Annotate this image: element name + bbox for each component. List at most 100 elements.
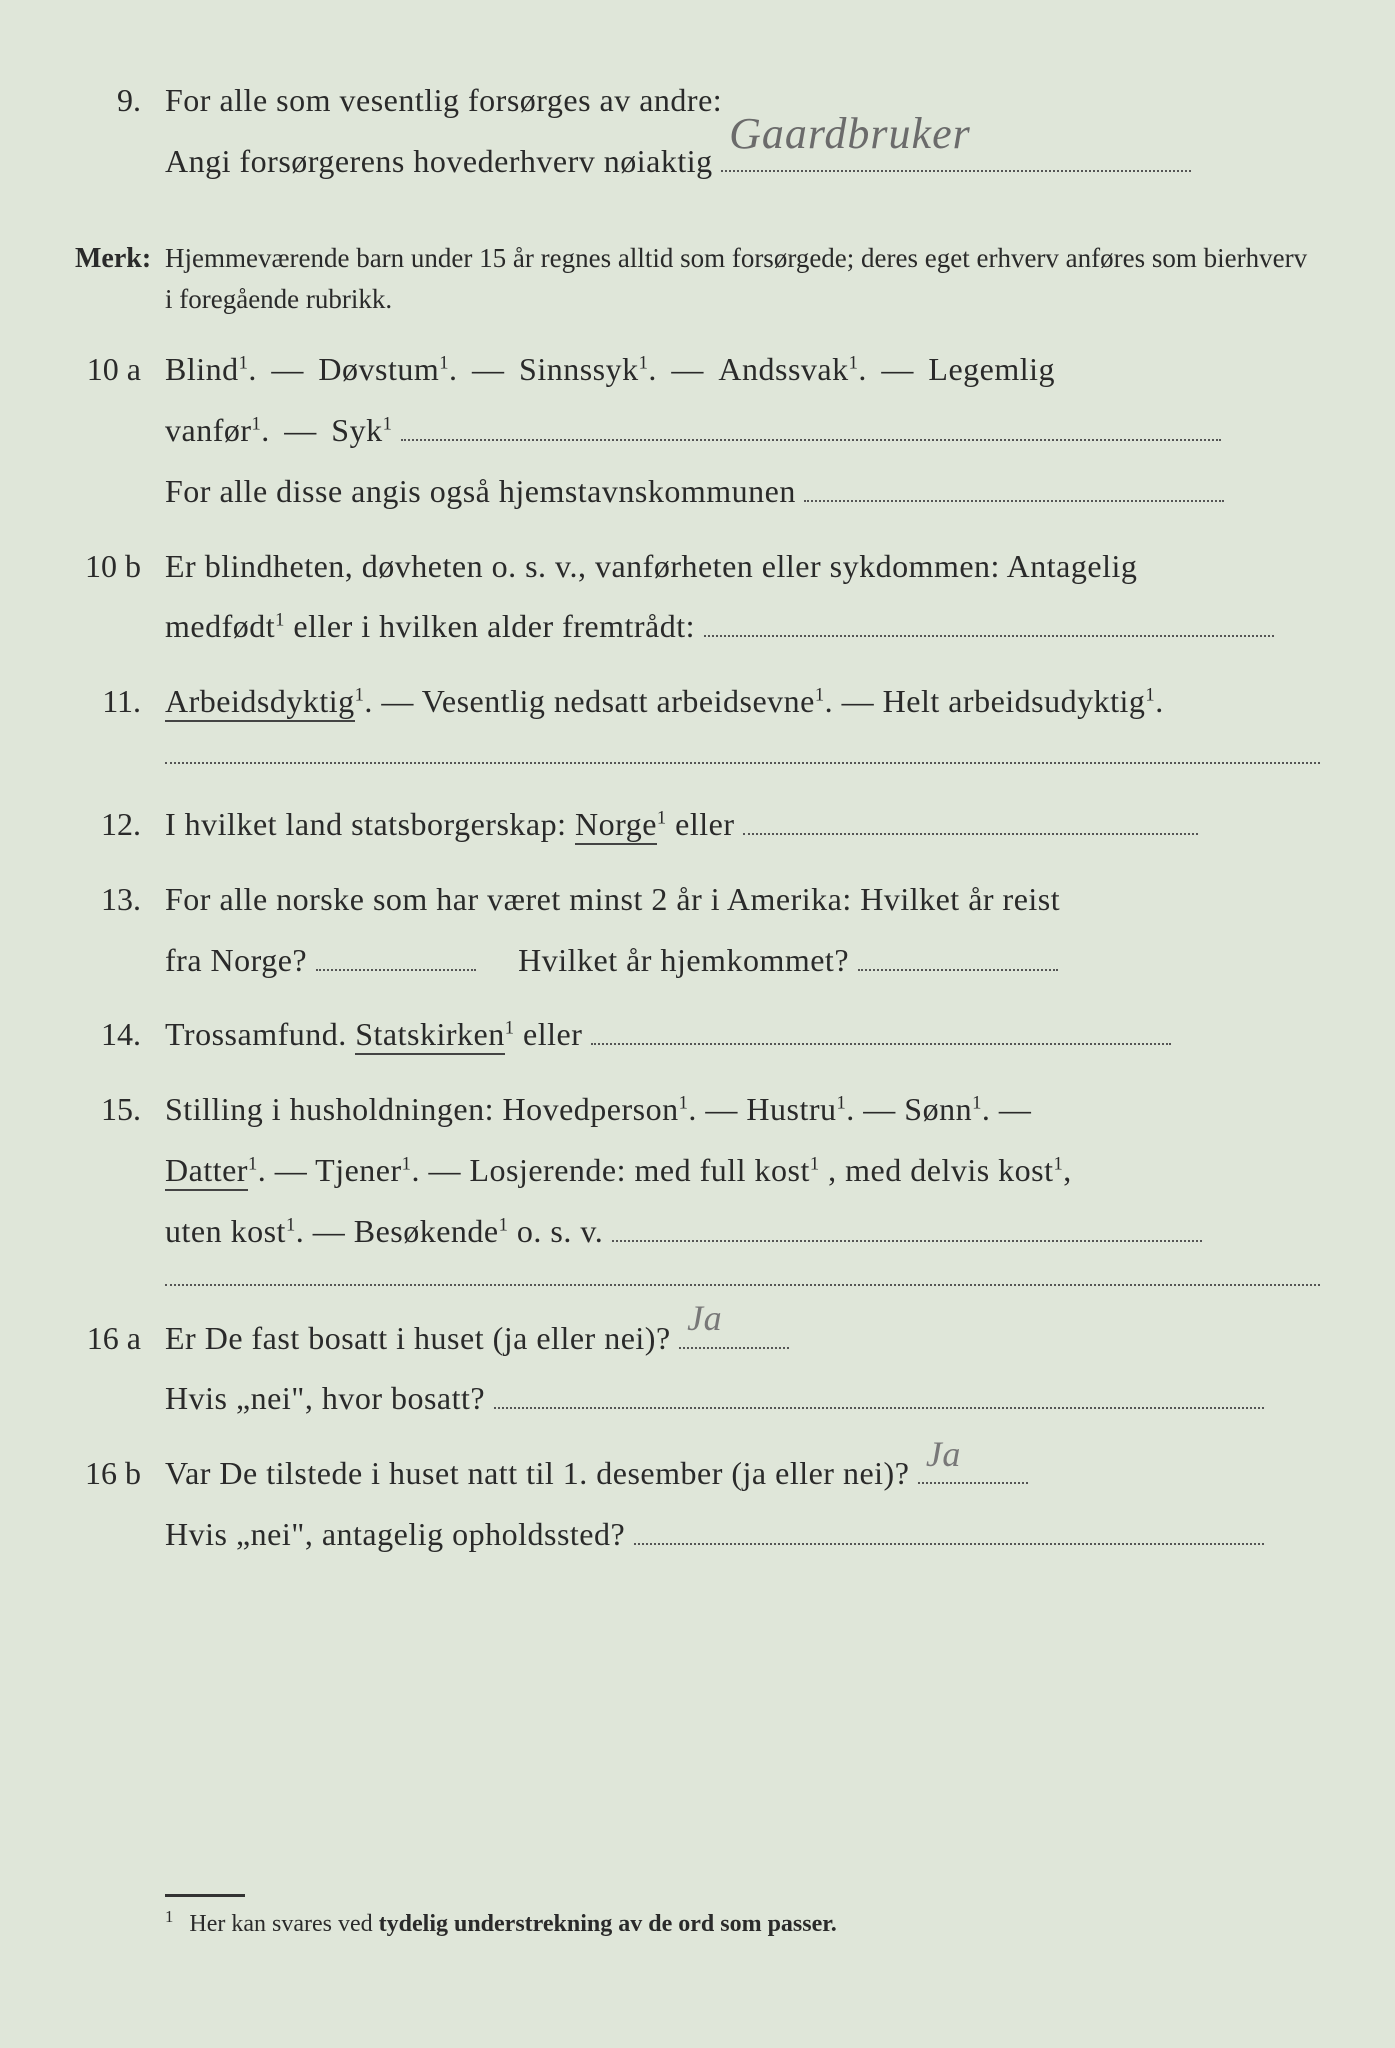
q16a-answer-field[interactable]: Ja xyxy=(679,1310,789,1348)
question-number: 13. xyxy=(75,869,165,930)
question-text: Er blindheten, døvheten o. s. v., vanfør… xyxy=(165,536,1320,658)
opt-dovstum: Døvstum xyxy=(318,351,439,387)
q10a-kommune-fill[interactable] xyxy=(804,463,1224,501)
q16b-answer-field[interactable]: Ja xyxy=(918,1446,1028,1484)
footnote-rule xyxy=(165,1894,245,1897)
dash: — xyxy=(671,351,712,387)
q9-line2-prefix: Angi forsørgerens hovederhverv nøiaktig xyxy=(165,143,713,179)
opt-tjener: Tjener xyxy=(315,1152,402,1188)
opt-andssvak: Andssvak xyxy=(718,351,848,387)
question-text: Arbeidsdyktig1. — Vesentlig nedsatt arbe… xyxy=(165,671,1320,732)
dash: — xyxy=(313,1213,354,1249)
question-16a: 16 a Er De fast bosatt i huset (ja eller… xyxy=(75,1308,1320,1430)
dash: — xyxy=(881,351,922,387)
opt-datter: Datter xyxy=(165,1152,248,1191)
dash: — xyxy=(284,412,325,448)
section-divider xyxy=(165,762,1320,764)
q16a-bosatt-fill[interactable] xyxy=(494,1371,1264,1409)
q16a-line1: Er De fast bosatt i huset (ja eller nei)… xyxy=(165,1320,671,1356)
question-text: Er De fast bosatt i huset (ja eller nei)… xyxy=(165,1308,1320,1430)
question-10b: 10 b Er blindheten, døvheten o. s. v., v… xyxy=(75,536,1320,658)
q14-fill[interactable] xyxy=(591,1007,1171,1045)
q16b-handwritten: Ja xyxy=(926,1420,961,1488)
dash: — xyxy=(863,1091,904,1127)
question-text: Var De tilstede i huset natt til 1. dese… xyxy=(165,1443,1320,1565)
question-13: 13. For alle norske som har været minst … xyxy=(75,869,1320,991)
q16b-line1: Var De tilstede i huset natt til 1. dese… xyxy=(165,1455,909,1491)
question-text: Stilling i husholdningen: Hovedperson1. … xyxy=(165,1079,1320,1261)
footnote-text-b: tydelig understrekning av de ord som pas… xyxy=(379,1911,837,1937)
question-14: 14. Trossamfund. Statskirken1 eller xyxy=(75,1004,1320,1065)
dash: — xyxy=(381,683,421,719)
q10b-fill[interactable] xyxy=(704,599,1274,637)
merk-note: Merk: Hjemmeværende barn under 15 år reg… xyxy=(75,232,1320,322)
opt-besokende: Besøkende xyxy=(354,1213,499,1249)
question-16b: 16 b Var De tilstede i huset natt til 1.… xyxy=(75,1443,1320,1565)
q13-year-return[interactable] xyxy=(858,932,1058,970)
footnote-marker: 1 xyxy=(165,1907,173,1926)
q14-text-a: Trossamfund. xyxy=(165,1016,355,1052)
q15-uten: uten kost xyxy=(165,1213,286,1249)
dash: — xyxy=(705,1091,746,1127)
q16a-line2: Hvis „nei", hvor bosatt? xyxy=(165,1380,485,1416)
opt-hustru: Hustru xyxy=(746,1091,836,1127)
q13-line1: For alle norske som har været minst 2 år… xyxy=(165,881,1060,917)
q12-text-a: I hvilket land statsborgerskap: xyxy=(165,806,575,842)
question-number: 9. xyxy=(75,70,165,131)
dash: — xyxy=(271,351,312,387)
opt-blind: Blind xyxy=(165,351,239,387)
q9-answer-field[interactable]: Gaardbruker xyxy=(721,133,1191,171)
footnote: 1 Her kan svares ved tydelig understrekn… xyxy=(165,1894,837,1938)
question-text: For alle norske som har været minst 2 år… xyxy=(165,869,1320,991)
question-text: Blind1. — Døvstum1. — Sinnssyk1. — Andss… xyxy=(165,339,1320,521)
opt-sonn: Sønn xyxy=(904,1091,972,1127)
question-10a: 10 a Blind1. — Døvstum1. — Sinnssyk1. — … xyxy=(75,339,1320,521)
question-number: 11. xyxy=(75,671,165,732)
q10b-line1: Er blindheten, døvheten o. s. v., vanfør… xyxy=(165,548,1137,584)
q10a-fill[interactable] xyxy=(401,403,1221,441)
q9-handwritten: Gaardbruker xyxy=(729,92,971,176)
q15-delvis: , med delvis kost xyxy=(828,1152,1053,1188)
section-divider xyxy=(165,1284,1320,1286)
question-number: 15. xyxy=(75,1079,165,1140)
q10a-line3: For alle disse angis også hjemstavnskomm… xyxy=(165,473,796,509)
merk-label: Merk: xyxy=(75,232,165,285)
question-number: 10 a xyxy=(75,339,165,400)
q15-text-a: Stilling i husholdningen: Hovedperson xyxy=(165,1091,679,1127)
q15-osv: o. s. v. xyxy=(517,1213,603,1249)
question-12: 12. I hvilket land statsborgerskap: Norg… xyxy=(75,794,1320,855)
dash: — xyxy=(275,1152,315,1188)
opt-nedsatt: Vesentlig nedsatt arbeidsevne xyxy=(422,683,815,719)
q16b-line2: Hvis „nei", antagelig opholdssted? xyxy=(165,1516,625,1552)
opt-statskirken: Statskirken xyxy=(355,1016,504,1055)
q13-line2b: Hvilket år hjemkommet? xyxy=(518,942,849,978)
q16a-handwritten: Ja xyxy=(687,1284,722,1352)
question-11: 11. Arbeidsdyktig1. — Vesentlig nedsatt … xyxy=(75,671,1320,732)
q15-fill[interactable] xyxy=(612,1203,1202,1241)
footnote-text-a: Her kan svares ved xyxy=(189,1911,378,1937)
question-9: 9. For alle som vesentlig forsørges av a… xyxy=(75,70,1320,192)
q12-text-b: eller xyxy=(675,806,734,842)
q13-year-left[interactable] xyxy=(316,932,476,970)
question-number: 16 b xyxy=(75,1443,165,1504)
opt-vanfor: vanfør xyxy=(165,412,252,448)
opt-syk: Syk xyxy=(331,412,382,448)
q16b-opholdssted-fill[interactable] xyxy=(634,1507,1264,1545)
opt-arbeidsdyktig: Arbeidsdyktig xyxy=(165,683,355,722)
dash: — xyxy=(428,1152,469,1188)
question-number: 12. xyxy=(75,794,165,855)
question-text: Trossamfund. Statskirken1 eller xyxy=(165,1004,1320,1065)
opt-udyktig: Helt arbeidsudyktig xyxy=(883,683,1146,719)
opt-sinnssyk: Sinnssyk xyxy=(519,351,639,387)
q15-losj: Losjerende: med full kost xyxy=(469,1152,809,1188)
question-number: 10 b xyxy=(75,536,165,597)
dash: — xyxy=(842,683,883,719)
dash: — xyxy=(472,351,513,387)
dash: — xyxy=(999,1091,1032,1127)
q13-line2a: fra Norge? xyxy=(165,942,307,978)
q12-fill[interactable] xyxy=(743,797,1198,835)
census-form-page: 9. For alle som vesentlig forsørges av a… xyxy=(75,70,1320,1998)
q9-line1: For alle som vesentlig forsørges av andr… xyxy=(165,82,722,118)
question-text: I hvilket land statsborgerskap: Norge1 e… xyxy=(165,794,1320,855)
q10b-medfodt: medfødt xyxy=(165,608,275,644)
